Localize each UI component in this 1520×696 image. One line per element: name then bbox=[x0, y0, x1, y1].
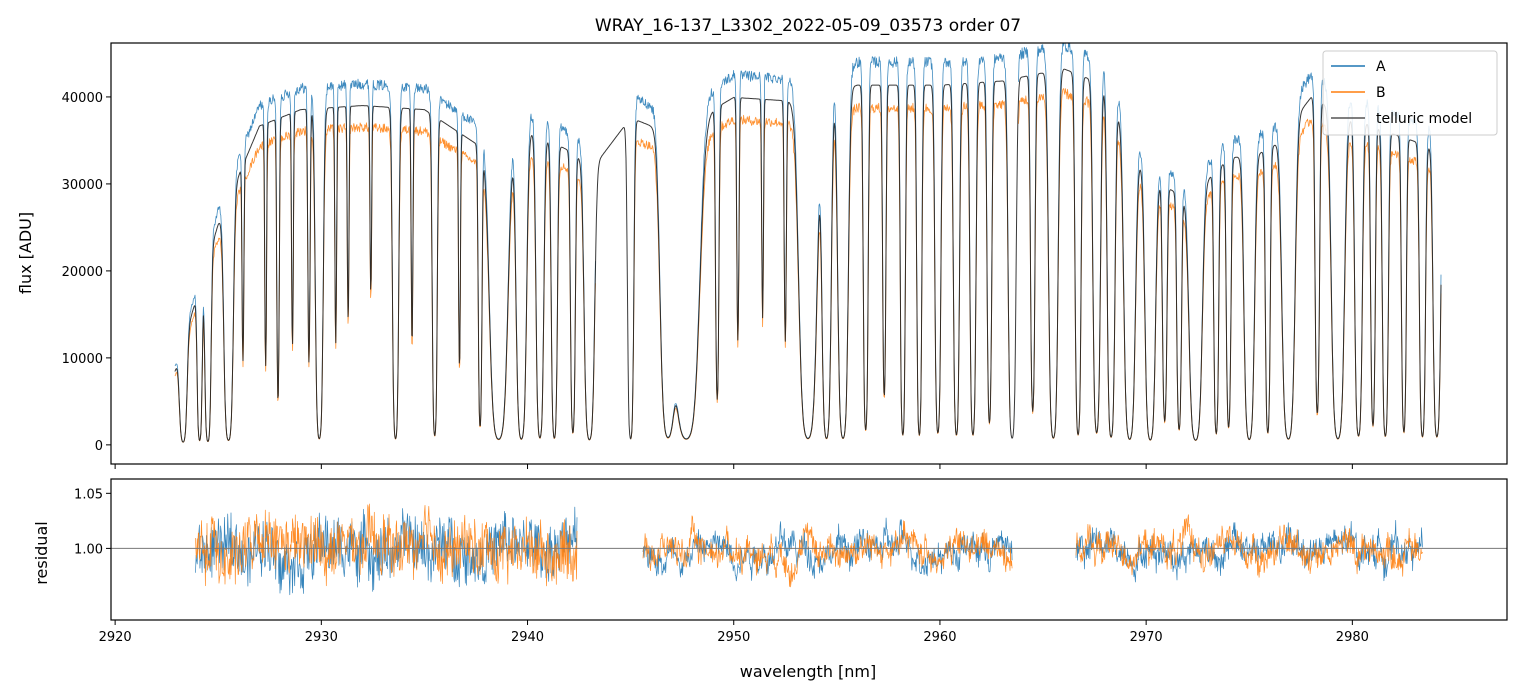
flux-y-tick-label: 10000 bbox=[62, 352, 103, 367]
residual-y-axis-label: residual bbox=[32, 521, 51, 584]
x-tick-label: 2950 bbox=[717, 630, 750, 645]
x-tick-label: 2960 bbox=[923, 630, 956, 645]
x-tick-label: 2930 bbox=[305, 630, 338, 645]
x-axis-label: wavelength [nm] bbox=[740, 662, 877, 681]
x-tick-label: 2940 bbox=[511, 630, 544, 645]
telluric-model-line bbox=[174, 68, 1442, 443]
residual-axes-frame bbox=[110, 478, 1508, 621]
residual-b-segment-2 bbox=[1075, 514, 1423, 578]
residual-panel: 1.00 1.05 2920 2930 2940 2950 2960 2970 2980 re… bbox=[32, 478, 1508, 681]
residual-b-segment-0 bbox=[195, 503, 578, 587]
residual-b-segment-1 bbox=[642, 515, 1013, 588]
flux-y-tick-label: 30000 bbox=[62, 178, 103, 193]
chart-title: WRAY_16-137_L3302_2022-05-09_03573 order… bbox=[595, 16, 1021, 36]
legend-box bbox=[1322, 50, 1498, 136]
flux-y-tick-label: 0 bbox=[95, 439, 103, 454]
residual-a-segment-2 bbox=[1075, 520, 1423, 583]
x-tick-label: 2980 bbox=[1336, 630, 1369, 645]
legend-label-telluric: telluric model bbox=[1376, 111, 1472, 127]
legend-label-a: A bbox=[1376, 59, 1386, 75]
x-tick-label: 2920 bbox=[99, 630, 132, 645]
flux-y-tick-label: 40000 bbox=[62, 91, 103, 106]
legend: A B telluric model bbox=[1322, 50, 1498, 136]
x-tick-label: 2970 bbox=[1130, 630, 1163, 645]
flux-y-tick-label: 20000 bbox=[62, 265, 103, 280]
flux-plot-area bbox=[111, 43, 1507, 464]
legend-label-b: B bbox=[1376, 85, 1386, 101]
flux-y-axis-label: flux [ADU] bbox=[16, 212, 35, 294]
residual-y-tick-label: 1.05 bbox=[74, 487, 103, 502]
flux-panel: 0 10000 20000 30000 40000 flux [ADU] A B tel… bbox=[16, 42, 1508, 469]
flux-axes-frame bbox=[110, 42, 1508, 465]
residual-y-tick-label: 1.00 bbox=[74, 542, 103, 557]
